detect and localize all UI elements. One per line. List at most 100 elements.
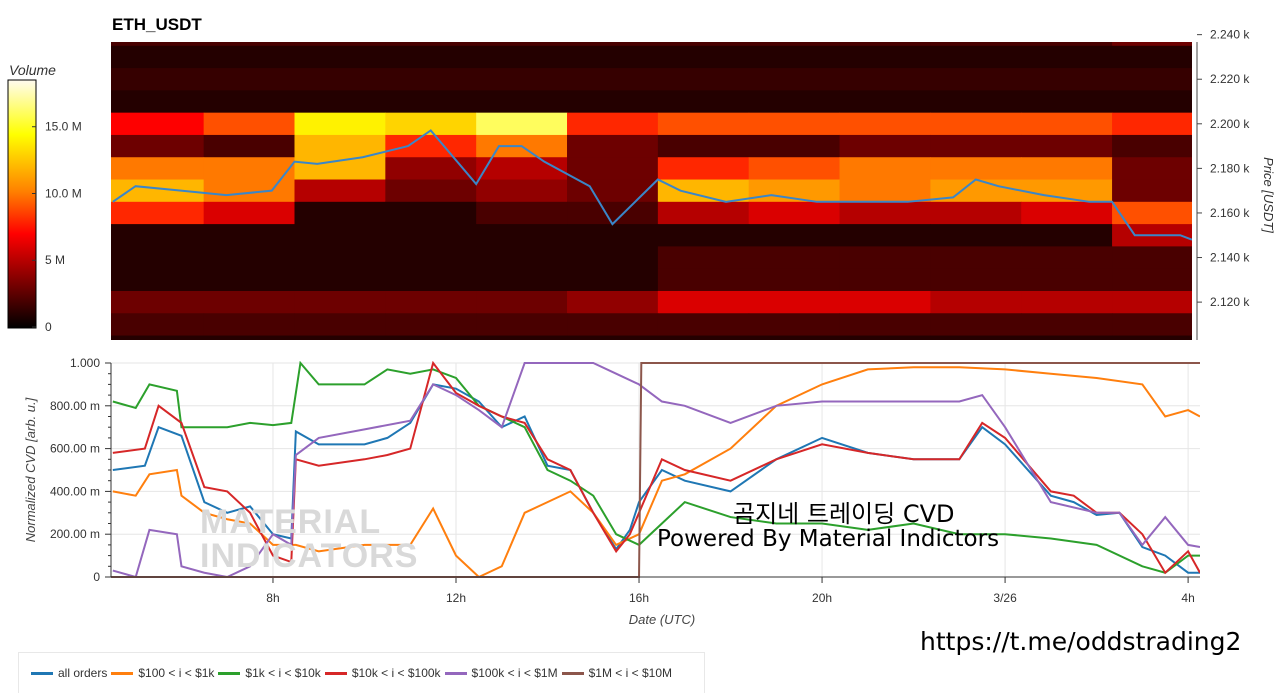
heatmap-cell (1021, 335, 1113, 340)
heatmap-cell (1112, 268, 1192, 292)
heatmap-cell (657, 335, 750, 340)
legend-item[interactable]: $100k < i < $1M (444, 666, 558, 680)
heatmap-cell (1112, 134, 1192, 158)
heatmap-cell (930, 313, 1022, 337)
heatmap-cell (567, 112, 659, 136)
heatmap-cell (1021, 313, 1113, 337)
heatmap-cell (567, 134, 659, 158)
heatmap-cell (839, 268, 931, 292)
heatmap-cell (839, 313, 931, 337)
cvd-y-tick-label: 0 (93, 570, 100, 584)
legend-item[interactable]: $10k < i < $100k (324, 666, 441, 680)
heatmap-cell (203, 157, 295, 181)
heatmap-cell (385, 246, 477, 270)
legend-swatch (444, 671, 467, 675)
price-tick-label: 2.180 k (1210, 161, 1250, 175)
heatmap-cell (567, 179, 659, 203)
heatmap-cell (839, 246, 931, 270)
heatmap-cell (111, 313, 205, 337)
heatmap-cell (1021, 201, 1113, 225)
heatmap-cell (748, 268, 841, 292)
heatmap-cell (1021, 45, 1113, 69)
heatmap-cell (567, 90, 659, 114)
legend-item[interactable]: $100 < i < $1k (111, 666, 214, 680)
colorbar-tick-label: 0 (45, 320, 52, 334)
heatmap-cell (203, 335, 295, 340)
watermark-line2: INDICATORS (200, 537, 419, 575)
heatmap-cell (930, 90, 1022, 114)
heatmap-cell (930, 290, 1022, 314)
heatmap-cell (1021, 268, 1113, 292)
heatmap-cell (748, 179, 841, 203)
colorbar-tick-label: 15.0 M (45, 120, 82, 134)
heatmap-cell (657, 68, 750, 91)
series-line-2 (112, 361, 1200, 574)
heatmap-cell (567, 246, 659, 270)
heatmap-cell (476, 268, 568, 292)
heatmap-cell (657, 290, 750, 314)
heatmap-cell (1112, 179, 1192, 203)
heatmap-cell (1112, 68, 1192, 91)
heatmap-cell (839, 224, 931, 247)
heatmap-cell (930, 268, 1022, 292)
legend-swatch (561, 671, 584, 675)
cvd-x-tick-label: 8h (266, 591, 279, 605)
price-tick-label: 2.240 k (1210, 28, 1250, 42)
price-tick-label: 2.160 k (1210, 206, 1250, 220)
heatmap-cell (1112, 90, 1192, 114)
heatmap-cell (294, 290, 386, 314)
legend-item[interactable]: $1M < i < $10M (561, 666, 672, 680)
heatmap-cell (294, 90, 386, 114)
cvd-y-tick-label: 1.000 (70, 356, 100, 370)
telegram-link[interactable]: https://t.me/oddstrading2 (920, 627, 1242, 656)
legend-label: $1M < i < $10M (588, 666, 672, 680)
heatmap-cell (476, 68, 568, 91)
colorbar (7, 79, 37, 329)
heatmap-cell (294, 313, 386, 337)
heatmap-cell (111, 157, 205, 181)
heatmap-cell (476, 246, 568, 270)
legend-item[interactable]: all orders (31, 666, 107, 680)
heatmap-cell (1112, 290, 1192, 314)
heatmap-cell (203, 246, 295, 270)
watermark-line1: MATERIAL (200, 503, 382, 541)
heatmap-cell (385, 201, 477, 225)
heatmap-cell (657, 134, 750, 158)
price-tick-label: 2.220 k (1210, 72, 1250, 86)
heatmap-cell (294, 112, 386, 136)
cvd-x-axis-label: Date (UTC) (629, 612, 695, 627)
watermark: MATERIAL INDICATORS (200, 505, 418, 573)
cvd-x-tick-label: 20h (812, 591, 832, 605)
heatmap-cell (385, 45, 477, 69)
heatmap-cell (1112, 246, 1192, 270)
price-line (112, 129, 1192, 241)
legend-swatch (324, 671, 347, 675)
legend-label: $100k < i < $1M (471, 666, 558, 680)
heatmap-cell (1112, 42, 1192, 47)
heatmap-cell (294, 246, 386, 270)
heatmap-cell (111, 42, 205, 47)
cvd-y-tick-label: 200.00 m (50, 527, 100, 541)
price-tick-label: 2.120 k (1210, 295, 1250, 309)
legend-item[interactable]: $1k < i < $10k (218, 666, 321, 680)
legend-swatch (218, 671, 241, 675)
heatmap-cell (839, 90, 931, 114)
cvd-y-axis-label: Normalized CVD [arb. u.] (23, 397, 38, 542)
heatmap-cell (1021, 290, 1113, 314)
heatmap-cell (385, 42, 477, 47)
heatmap-cell (294, 42, 386, 47)
heatmap-cell (567, 290, 659, 314)
heatmap-cell (839, 68, 931, 91)
heatmap-cell (748, 90, 841, 114)
heatmap-cell (111, 268, 205, 292)
series-line-3 (112, 361, 1200, 575)
heatmap-cell (839, 45, 931, 69)
heatmap-cell (294, 335, 386, 340)
heatmap-cell (1021, 42, 1113, 47)
heatmap-cell (1021, 246, 1113, 270)
heatmap-cell (294, 134, 386, 158)
heatmap-cell (1021, 224, 1113, 247)
heatmap-cell (476, 179, 568, 203)
legend-label: all orders (58, 666, 108, 680)
heatmap-cell (385, 90, 477, 114)
